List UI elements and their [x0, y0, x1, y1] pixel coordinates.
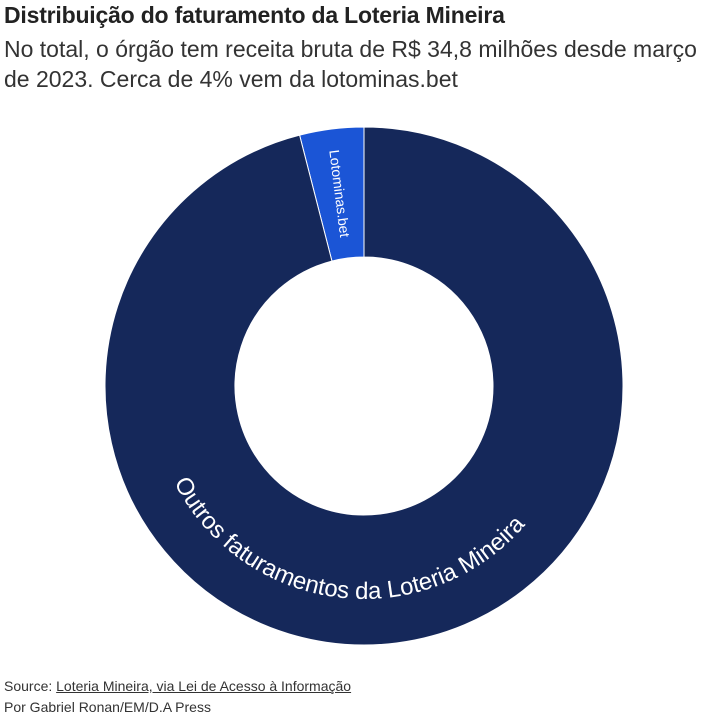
byline: Por Gabriel Ronan/EM/D.A Press	[4, 699, 211, 715]
chart-subtitle: No total, o órgão tem receita bruta de R…	[4, 36, 697, 92]
footer: Source: Loteria Mineira, via Lei de Aces…	[4, 676, 351, 718]
source-prefix: Source:	[4, 678, 53, 694]
source-line: Source: Loteria Mineira, via Lei de Aces…	[4, 676, 351, 697]
donut-slices	[104, 126, 624, 646]
slice-1	[104, 126, 624, 646]
source-link[interactable]: Loteria Mineira, via Lei de Acesso à Inf…	[56, 678, 352, 694]
chart-title: Distribuição do faturamento da Loteria M…	[4, 2, 505, 28]
